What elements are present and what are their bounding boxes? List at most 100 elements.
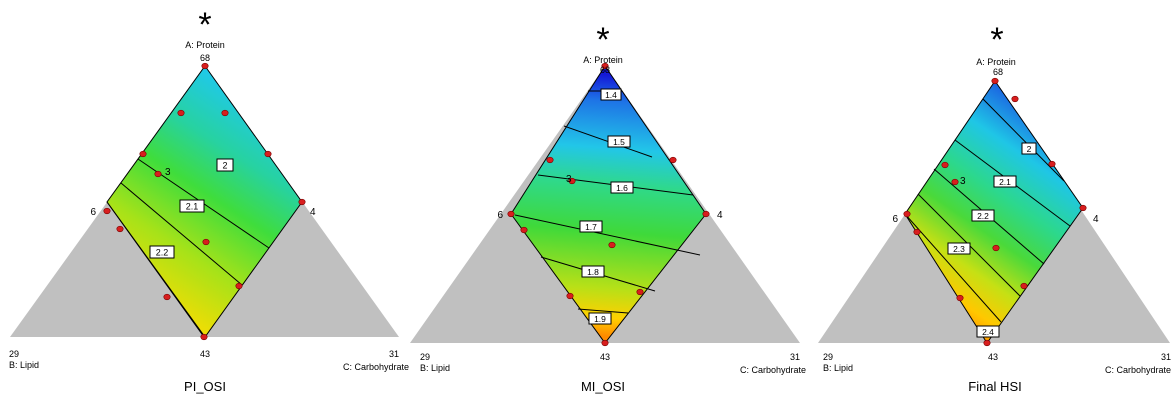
design-point [235,282,243,290]
contour-label: 2 [1021,142,1037,155]
svg-text:2.3: 2.3 [953,244,965,254]
contour-label: 1.6 [610,181,634,194]
design-point-label: 3 [566,174,572,185]
contour-labels: 2 2.1 2.2 2.3 2.4 [947,142,1037,338]
design-point [201,62,209,70]
svg-text:1.8: 1.8 [587,267,599,277]
design-point [951,178,959,186]
design-point [636,288,644,296]
design-point [991,77,999,85]
vertex-left-label: B: Lipid [823,363,853,373]
edge-label-right: 4 [310,207,316,218]
vertex-right-label: C: Carbohydrate [343,362,409,372]
contour-label: 2 [216,158,234,172]
edge-label-left: 6 [497,210,503,221]
design-point [264,150,272,158]
vertex-left-label: B: Lipid [420,363,450,373]
vertex-right-value: 31 [790,352,800,362]
significance-marker: * [198,6,211,44]
design-point [903,210,911,218]
chart-panel-final-hsi: 2 2.1 2.2 2.3 2.4 [818,21,1171,394]
vertex-right-label: C: Carbohydrate [1105,365,1171,375]
contour-label: 1.4 [600,88,622,101]
chart-title: PI_OSI [184,379,226,394]
design-points [903,77,1087,347]
design-point [983,339,991,347]
svg-text:1.4: 1.4 [605,90,617,100]
design-point [601,62,609,70]
design-points [103,62,306,341]
contour-label: 2.4 [976,325,1000,338]
significance-marker: * [596,21,609,59]
design-point [202,238,210,246]
contour-line [982,98,1065,182]
design-point [992,244,1000,252]
design-point [913,228,921,236]
design-point [507,210,515,218]
design-point-label: 3 [960,176,966,187]
design-point [702,210,710,218]
vertex-left-value: 29 [823,352,833,362]
contour-line [577,308,629,314]
vertex-right-value: 31 [389,349,399,359]
design-point [139,150,147,158]
vertex-left-value: 29 [9,349,19,359]
svg-text:1.5: 1.5 [613,137,625,147]
svg-text:2.4: 2.4 [982,327,994,337]
contour-label: 1.7 [579,220,603,233]
design-point [116,225,124,233]
contour-label: 1.8 [581,265,605,278]
vertex-top-value: 68 [600,65,610,75]
design-point [608,241,616,249]
design-point [177,109,185,117]
svg-text:1.7: 1.7 [585,222,597,232]
edge-label-right: 4 [1093,214,1099,225]
contour-label: 1.5 [607,135,631,148]
edge-label-bottom: 43 [988,352,998,362]
design-point [221,109,229,117]
design-point [1079,204,1087,212]
edge-label-right: 4 [717,210,723,221]
chart-panel-pi-osi: 2 2.1 2.2 3 * [9,6,409,394]
contour-line [120,182,243,286]
design-point [200,333,208,341]
edge-label-left: 6 [90,207,96,218]
contour-label: 1.9 [588,312,612,325]
design-point [568,177,576,185]
design-point [941,161,949,169]
svg-text:1.6: 1.6 [616,183,628,193]
design-point [546,156,554,164]
svg-text:2.2: 2.2 [156,248,169,258]
design-point-label: 3 [165,167,171,178]
design-points [507,62,710,347]
design-point [520,226,528,234]
design-point [163,293,171,301]
contour-label: 2.1 [993,175,1017,188]
contour-label: 2.2 [971,209,995,222]
svg-text:2.1: 2.1 [186,202,199,212]
svg-text:1.9: 1.9 [594,314,606,324]
svg-text:2: 2 [222,161,227,171]
contour-label: 2.2 [149,245,175,259]
design-point [956,294,964,302]
contour-line [106,201,205,338]
vertex-right-label: C: Carbohydrate [740,365,806,375]
edge-label-bottom: 43 [200,349,210,359]
significance-marker: * [990,21,1003,59]
vertex-top-label: A: Protein [976,57,1016,67]
vertex-top-value: 68 [993,67,1003,77]
vertex-right-value: 31 [1161,352,1171,362]
contour-line [514,214,701,256]
chart-panel-mi-osi: 1.4 1.5 1.6 1.7 1.8 1.9 [410,21,806,394]
contour-line [904,213,1002,323]
design-point [601,339,609,347]
edge-label-left: 6 [892,214,898,225]
edge-label-bottom: 43 [600,352,610,362]
vertex-top-label: A: Protein [583,55,623,65]
chart-title: MI_OSI [581,379,625,394]
design-point [298,198,306,206]
vertex-top-label: A: Protein [185,40,225,50]
design-point [103,207,111,215]
svg-text:2: 2 [1027,144,1032,154]
